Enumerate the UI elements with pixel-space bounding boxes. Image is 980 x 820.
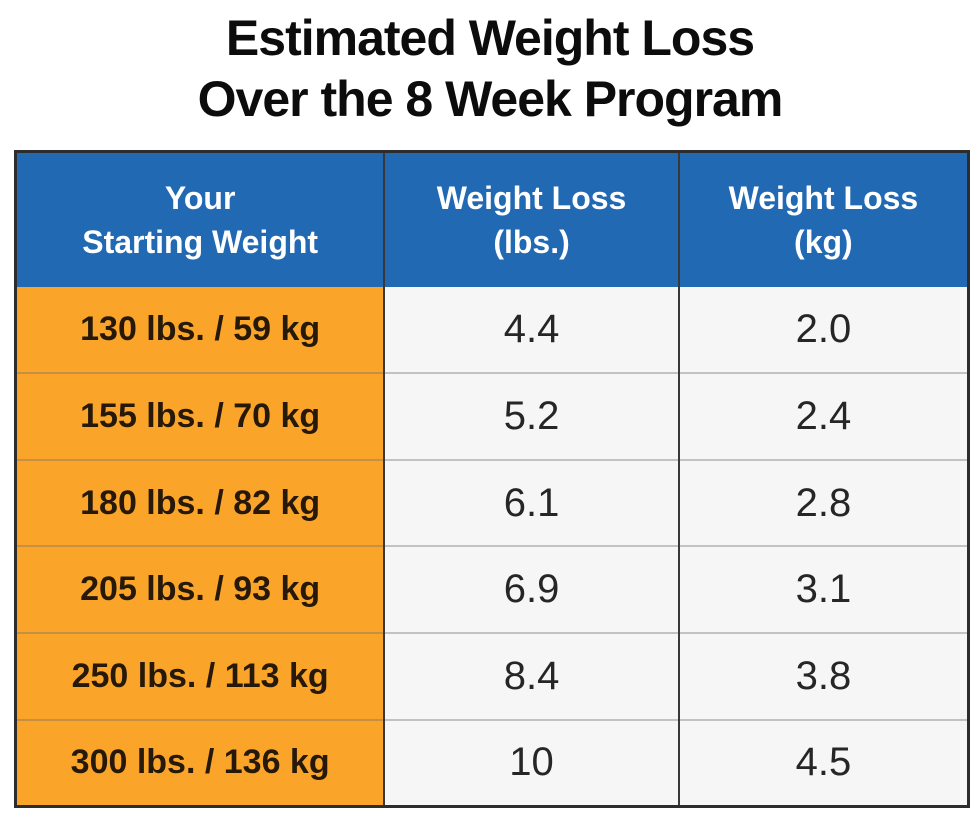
starting-weight-cell: 250 lbs. / 113 kg (14, 632, 386, 720)
header-text: (kg) (794, 223, 853, 260)
column-header-loss-lbs: Weight Loss (lbs.) (383, 151, 680, 287)
starting-weight-cell: 300 lbs. / 136 kg (14, 718, 386, 807)
page-title: Estimated Weight Loss Over the 8 Week Pr… (0, 8, 980, 130)
page-title-line2: Over the 8 Week Program (197, 71, 784, 127)
loss-lbs-cell: 4.4 (383, 286, 680, 374)
column-header-starting-weight: Your Starting Weight (14, 151, 386, 287)
starting-weight-cell: 180 lbs. / 82 kg (14, 458, 386, 547)
table-row: 205 lbs. / 93 kg 6.9 3.1 (14, 545, 970, 634)
header-text: Weight Loss (728, 179, 919, 216)
loss-lbs-cell: 6.1 (383, 458, 680, 547)
header-row: Your Starting Weight Weight Loss (lbs.) … (14, 151, 970, 287)
loss-kg-cell: 3.1 (677, 545, 970, 634)
table-header: Your Starting Weight Weight Loss (lbs.) … (14, 151, 970, 287)
starting-weight-cell: 205 lbs. / 93 kg (14, 545, 386, 634)
table-body: 130 lbs. / 59 kg 4.4 2.0 155 lbs. / 70 k… (14, 286, 970, 807)
loss-kg-cell: 2.4 (677, 372, 970, 460)
weight-loss-table: Your Starting Weight Weight Loss (lbs.) … (14, 150, 970, 808)
starting-weight-cell: 155 lbs. / 70 kg (14, 372, 386, 460)
loss-kg-cell: 4.5 (677, 718, 970, 807)
table-row: 300 lbs. / 136 kg 10 4.5 (14, 718, 970, 807)
page-title-line1: Estimated Weight Loss (225, 10, 755, 66)
loss-kg-cell: 2.0 (677, 286, 970, 374)
table-row: 250 lbs. / 113 kg 8.4 3.8 (14, 632, 970, 720)
header-text: (lbs.) (493, 223, 570, 260)
loss-lbs-cell: 5.2 (383, 372, 680, 460)
loss-lbs-cell: 10 (383, 718, 680, 807)
loss-lbs-cell: 8.4 (383, 632, 680, 720)
loss-kg-cell: 2.8 (677, 458, 970, 547)
starting-weight-cell: 130 lbs. / 59 kg (14, 286, 386, 374)
header-text: Weight Loss (436, 179, 627, 216)
table-row: 130 lbs. / 59 kg 4.4 2.0 (14, 286, 970, 374)
header-text: Your (164, 179, 236, 216)
loss-kg-cell: 3.8 (677, 632, 970, 720)
header-text: Starting Weight (82, 223, 319, 260)
table-row: 180 lbs. / 82 kg 6.1 2.8 (14, 458, 970, 547)
table-row: 155 lbs. / 70 kg 5.2 2.4 (14, 372, 970, 460)
column-header-loss-kg: Weight Loss (kg) (677, 151, 970, 287)
loss-lbs-cell: 6.9 (383, 545, 680, 634)
